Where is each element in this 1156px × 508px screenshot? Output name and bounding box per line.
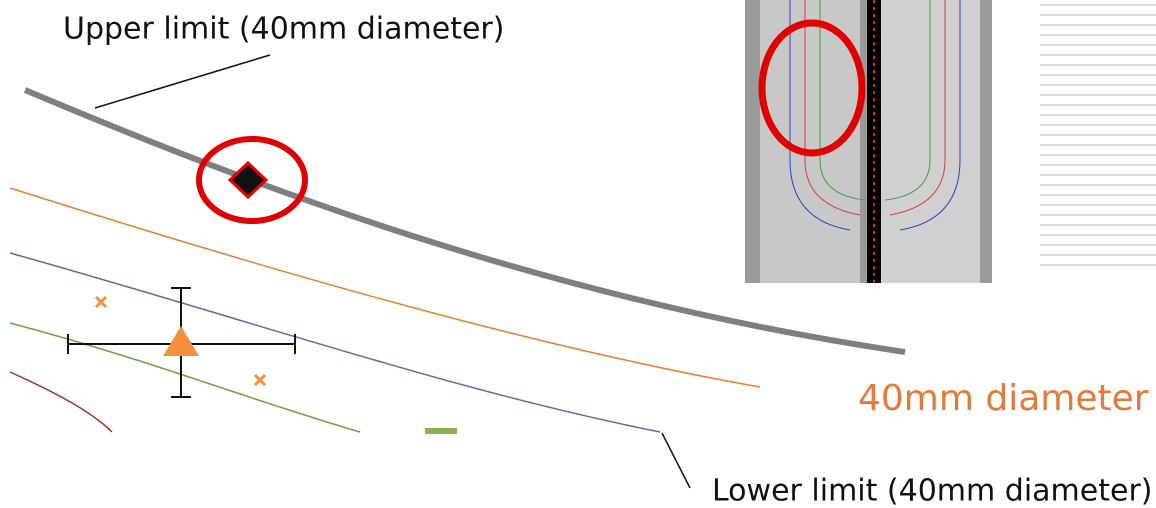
inset-table (1040, 5, 1156, 265)
diameter-label: 40mm diameter (858, 378, 1149, 419)
orange-curve (10, 188, 760, 387)
upper-label: Upper limit (40mm diameter) (63, 12, 504, 47)
green-marker (425, 428, 457, 434)
inset-image (745, 0, 992, 283)
triangle-marker (163, 326, 199, 356)
slide: Upper limit (40mm diameter) 40mm diamete… (0, 0, 1156, 508)
leader-line (662, 433, 690, 488)
leader-line (95, 55, 270, 108)
diamond-marker (230, 163, 266, 197)
red-curve (10, 372, 112, 432)
lower-label: Lower limit (40mm diameter) (712, 474, 1153, 508)
